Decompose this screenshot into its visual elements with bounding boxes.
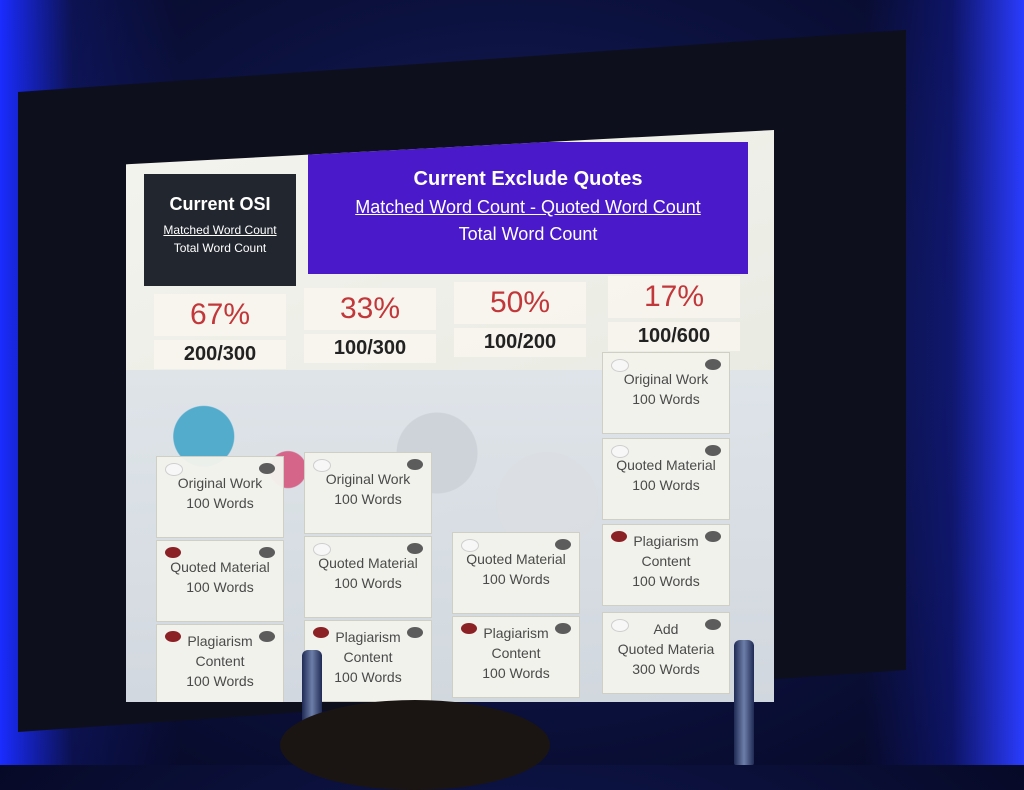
column-4-box-add-quoted: Add Quoted Materia 300 Words	[602, 612, 730, 694]
column-1-ratio: 200/300	[154, 340, 286, 369]
column-4-box-quoted: Quoted Material 100 Words	[602, 438, 730, 520]
box-line: 100 Words	[334, 575, 402, 591]
column-4-box-original: Original Work 100 Words	[602, 352, 730, 434]
grey-dot-icon	[555, 539, 571, 550]
column-2-box-original: Original Work 100 Words	[304, 452, 432, 534]
box-line: 100 Words	[632, 573, 700, 589]
grey-dot-icon	[259, 547, 275, 558]
box-line: 100 Words	[334, 669, 402, 685]
column-1-box-original: Original Work 100 Words	[156, 456, 284, 538]
red-dot-icon	[611, 531, 627, 542]
grey-dot-icon	[259, 463, 275, 474]
box-line: Quoted Material	[616, 457, 716, 473]
red-dot-icon	[165, 547, 181, 558]
grey-dot-icon	[705, 359, 721, 370]
white-dot-icon	[611, 359, 629, 372]
white-dot-icon	[313, 459, 331, 472]
grey-dot-icon	[407, 627, 423, 638]
box-line: Quoted Materia	[617, 641, 715, 657]
box-line: Content	[491, 645, 541, 661]
box-line: Plagiarism	[187, 633, 253, 649]
column-1-stats: 67% 200/300	[154, 294, 286, 369]
box-line: Quoted Material	[318, 555, 418, 571]
column-4-stats: 17% 100/600	[608, 276, 740, 351]
column-2-box-plagiarism: Plagiarism Content 100 Words	[304, 620, 432, 702]
grey-dot-icon	[407, 459, 423, 470]
exclude-quotes-header: Current Exclude Quotes Matched Word Coun…	[308, 142, 748, 274]
column-3-stats: 50% 100/200	[454, 282, 586, 357]
red-dot-icon	[165, 631, 181, 642]
box-line: 100 Words	[482, 665, 550, 681]
water-bottle-right	[734, 640, 754, 765]
column-2-ratio: 100/300	[304, 334, 436, 363]
box-line: 100 Words	[632, 477, 700, 493]
grey-dot-icon	[705, 531, 721, 542]
box-line: 100 Words	[334, 491, 402, 507]
column-4-box-plagiarism: Plagiarism Content 100 Words	[602, 524, 730, 606]
box-line: 100 Words	[186, 673, 254, 689]
red-dot-icon	[461, 623, 477, 634]
white-dot-icon	[611, 619, 629, 632]
box-line: Content	[343, 649, 393, 665]
exclude-title: Current Exclude Quotes	[413, 168, 643, 190]
osi-title: Current OSI	[169, 194, 271, 214]
grey-dot-icon	[705, 445, 721, 456]
audience-head-silhouette	[280, 700, 550, 790]
box-line: Content	[195, 653, 245, 669]
box-line: 100 Words	[482, 571, 550, 587]
red-dot-icon	[313, 627, 329, 638]
box-line: Add	[653, 621, 679, 637]
white-dot-icon	[611, 445, 629, 458]
column-2-stats: 33% 100/300	[304, 288, 436, 363]
box-line: Plagiarism	[633, 533, 699, 549]
column-3-ratio: 100/200	[454, 328, 586, 357]
white-dot-icon	[461, 539, 479, 552]
exclude-numerator: Matched Word Count - Quoted Word Count	[355, 197, 701, 217]
column-3-box-plagiarism: Plagiarism Content 100 Words	[452, 616, 580, 698]
box-line: 100 Words	[186, 495, 254, 511]
column-4-percent: 17%	[608, 276, 740, 318]
grey-dot-icon	[259, 631, 275, 642]
column-1-percent: 67%	[154, 294, 286, 336]
exclude-denominator: Total Word Count	[458, 224, 598, 244]
box-line: Plagiarism	[483, 625, 549, 641]
box-line: Quoted Material	[170, 559, 270, 575]
current-osi-header: Current OSI Matched Word Count Total Wor…	[144, 174, 296, 286]
box-line: Original Work	[623, 371, 709, 387]
box-line: Plagiarism	[335, 629, 401, 645]
box-line: 300 Words	[632, 661, 700, 677]
presentation-slide: Current OSI Matched Word Count Total Wor…	[126, 130, 774, 702]
column-3-box-quoted: Quoted Material 100 Words	[452, 532, 580, 614]
grey-dot-icon	[407, 543, 423, 554]
white-dot-icon	[165, 463, 183, 476]
box-line: 100 Words	[632, 391, 700, 407]
column-2-percent: 33%	[304, 288, 436, 330]
osi-numerator: Matched Word Count	[163, 223, 277, 237]
box-line: Content	[641, 553, 691, 569]
column-4-ratio: 100/600	[608, 322, 740, 351]
box-line: 100 Words	[186, 579, 254, 595]
osi-denominator: Total Word Count	[173, 241, 267, 255]
column-2-box-quoted: Quoted Material 100 Words	[304, 536, 432, 618]
white-dot-icon	[313, 543, 331, 556]
box-line: Quoted Material	[466, 551, 566, 567]
column-1-box-plagiarism: Plagiarism Content 100 Words	[156, 624, 284, 702]
box-line: Original Work	[325, 471, 411, 487]
box-line: Original Work	[177, 475, 263, 491]
column-3-percent: 50%	[454, 282, 586, 324]
grey-dot-icon	[555, 623, 571, 634]
column-1-box-quoted: Quoted Material 100 Words	[156, 540, 284, 622]
grey-dot-icon	[705, 619, 721, 630]
